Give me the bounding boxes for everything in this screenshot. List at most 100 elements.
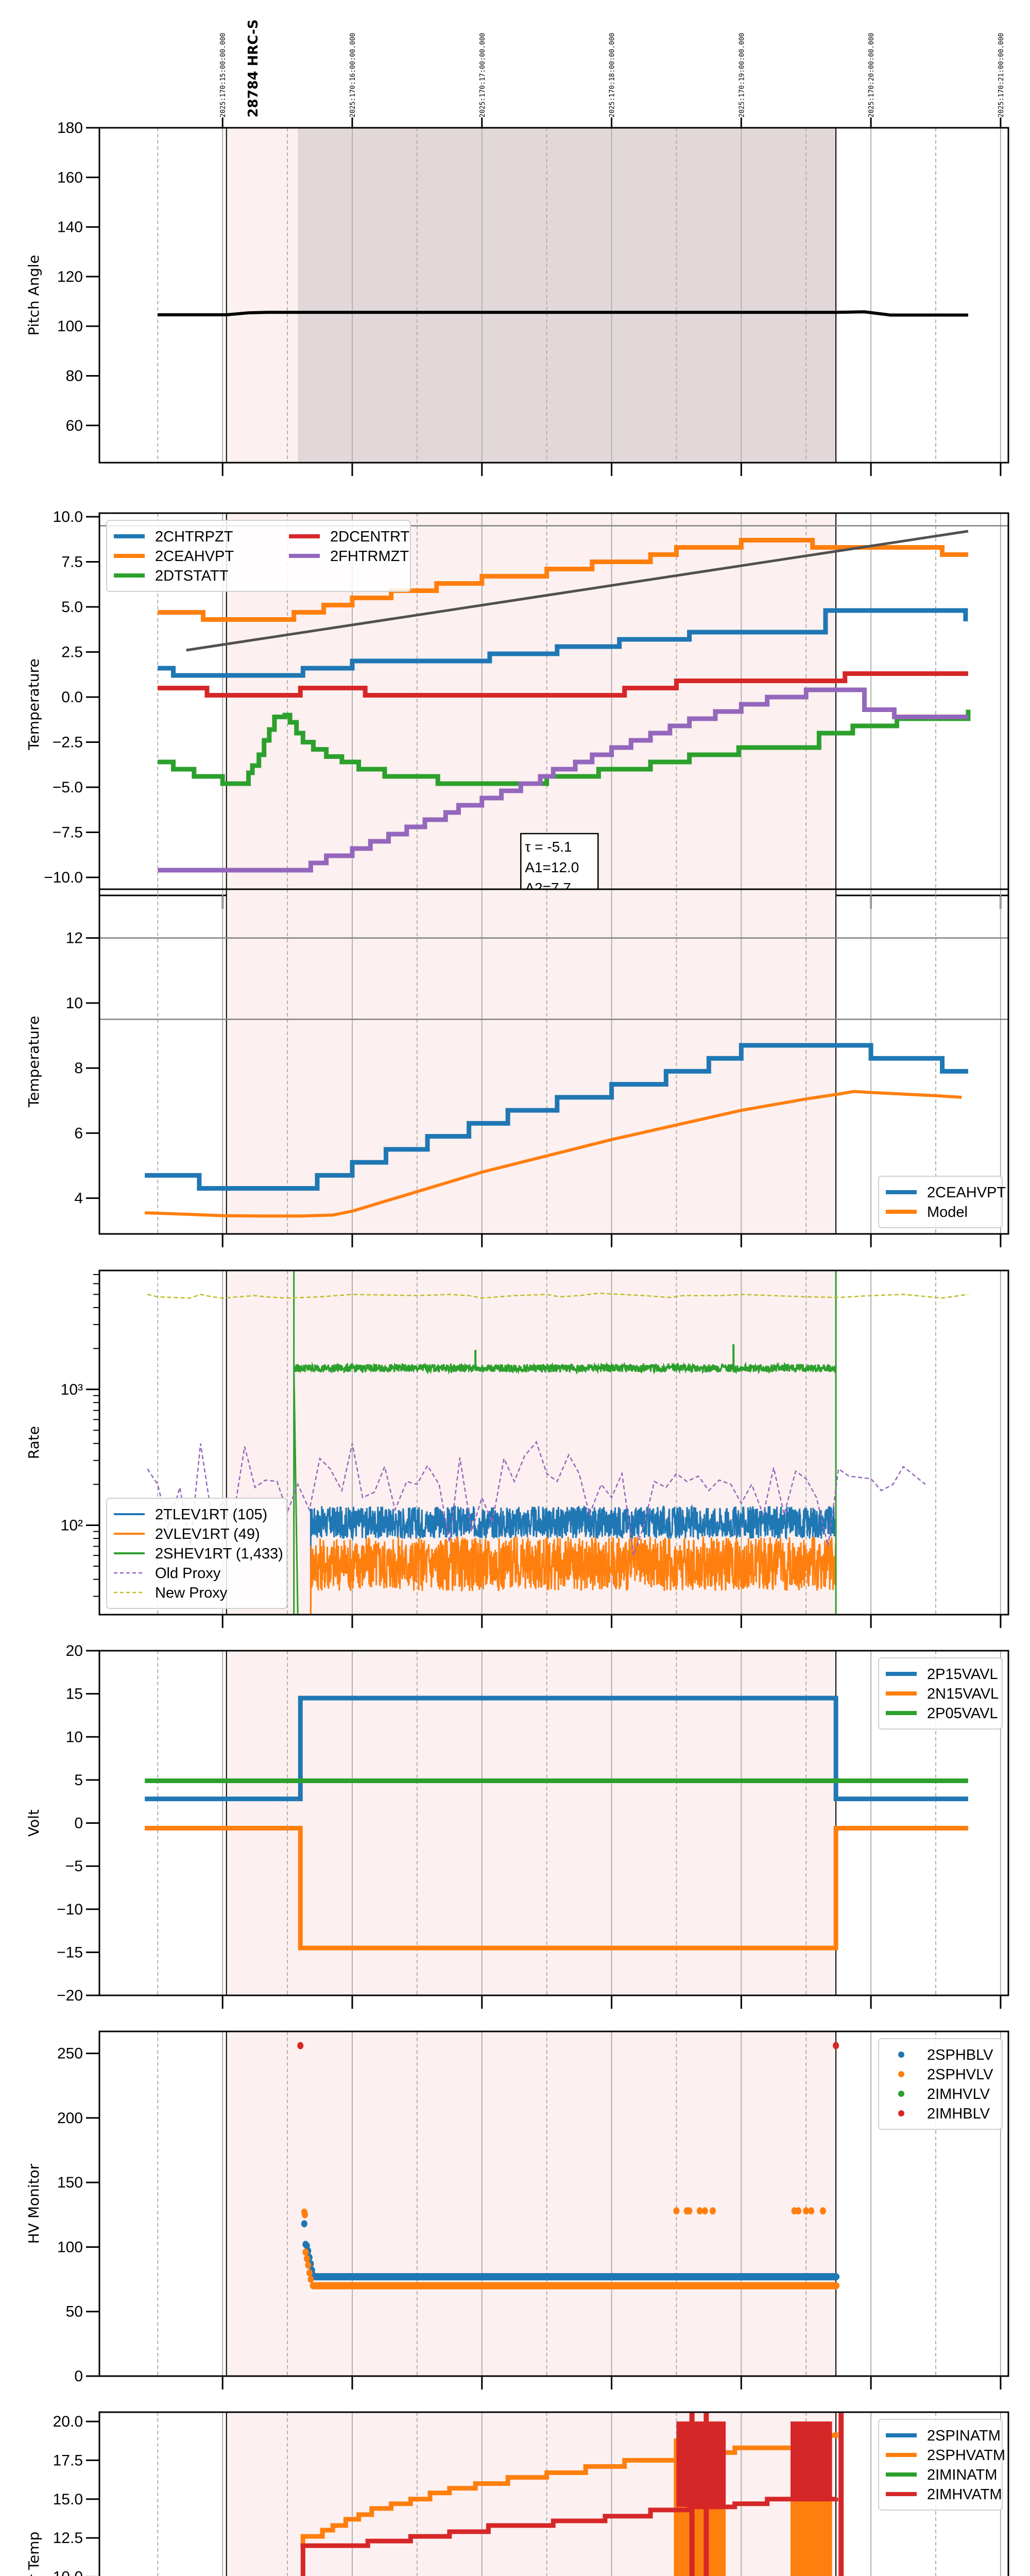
legend-item: 2DTSTATT — [114, 568, 229, 584]
y-tick-label: 0.0 — [61, 689, 83, 706]
y-tick-label: 15.0 — [53, 2491, 83, 2508]
y-tick-label: 180 — [57, 120, 83, 137]
series-line — [293, 1270, 837, 1615]
y-axis-label: Temperature — [25, 1016, 42, 1108]
y-tick-label: 6 — [74, 1125, 83, 1142]
y-tick-label: 160 — [57, 169, 83, 186]
top-time-label: 2025:170:20:00:00.000 — [868, 33, 876, 117]
panel-voltage: −20−15−10−505101520Volt2P15VAVL2N15VAVL2… — [25, 1642, 1009, 2009]
y-tick-label: 150 — [57, 2174, 83, 2191]
axes-frame — [98, 1269, 1009, 1616]
y-tick-label: −20 — [57, 1987, 83, 2004]
series-2dcentrt — [158, 671, 968, 698]
data-point — [673, 2207, 680, 2215]
legend-label: 2VLEV1RT (49) — [155, 1526, 260, 1543]
data-point — [833, 2042, 839, 2049]
legend-label: 2IMHVLV — [927, 2086, 990, 2103]
series-2ceahvpt — [145, 1043, 968, 1191]
legend-label: Model — [927, 1204, 968, 1221]
y-axis-label: Detector Temp — [25, 2532, 42, 2576]
series-line — [310, 1536, 837, 1615]
series-fit — [186, 530, 969, 652]
plot-area — [99, 513, 1008, 895]
legend-item: 2SPHVATM — [886, 2447, 1005, 2464]
legend-item: 2CHTRPZT — [114, 529, 233, 545]
legend-label: 2P05VAVL — [927, 1705, 998, 1722]
y-tick-label: 80 — [66, 367, 83, 384]
y-tick-label: −15 — [57, 1944, 83, 1961]
legend-box — [106, 1498, 287, 1609]
legend-label: 2SPINATM — [927, 2428, 1001, 2444]
legend-label: 2SPHVATM — [927, 2447, 1005, 2464]
legend-item: 2SPHBLV — [898, 2047, 993, 2063]
series-line — [186, 530, 969, 652]
series-line — [147, 1292, 969, 1299]
axes-frame — [98, 2030, 1009, 2377]
top-time-labels: 2025:170:15:00:00.000 2025:170:16:00:00.0… — [219, 33, 1005, 117]
data-point — [303, 2255, 310, 2262]
panel-temperature: −10.0 −7.5 −5.0 −2.5 0.0 2.5 5.0 7.5 10.0 Tempera… — [25, 509, 1009, 909]
series-line — [145, 1090, 962, 1218]
y-tick-label: 10.0 — [53, 2568, 83, 2576]
data-point — [302, 2211, 308, 2218]
series-line — [158, 538, 968, 622]
burst-block — [791, 2421, 832, 2499]
panel-ceahvpt-model: 4 6 8 10 12 Temperature 2CEAHVPT Model — [25, 888, 1009, 1247]
y-tick-label: −2.5 — [53, 734, 83, 751]
series-line — [300, 2497, 838, 2576]
y-tick-label: 5.0 — [61, 599, 83, 616]
series-line — [158, 687, 968, 873]
data-point — [302, 2248, 309, 2256]
legend-item: 2SHEV1RT (1,433) — [114, 1546, 283, 1562]
series-model — [145, 1090, 962, 1218]
legend-item: 2SPINATM — [886, 2428, 1001, 2444]
legend-marker — [898, 2052, 904, 2058]
y-tick-label: 17.5 — [53, 2452, 83, 2469]
legend-label: 2N15VAVL — [927, 1686, 999, 1702]
series-2shev1rt-1-433- — [293, 1270, 837, 1615]
legend: 2CEAHVPT Model — [878, 1176, 1006, 1228]
y-tick-label: 100 — [57, 318, 83, 335]
data-point — [709, 2207, 716, 2215]
legend-item: 2IMHVATM — [886, 2486, 1002, 2503]
series-2dtstatt — [158, 709, 971, 786]
top-time-label: 2025:170:16:00:00.000 — [349, 33, 357, 117]
series-2ceahvpt — [158, 538, 968, 622]
y-tick-label: 10³ — [61, 1381, 83, 1398]
observation-window-shade — [226, 1651, 836, 1995]
series-line — [147, 1440, 926, 1556]
series-2fhtrmzt — [158, 687, 968, 873]
legend-label: Old Proxy — [155, 1565, 221, 1582]
y-tick-label: 140 — [57, 219, 83, 236]
data-point — [701, 2207, 708, 2215]
legend-item: 2DCENTRT — [289, 529, 409, 545]
legend-item: 2IMHBLV — [898, 2106, 990, 2122]
legend-label: 2IMINATM — [927, 2467, 997, 2483]
series-2n15vavl — [145, 1826, 968, 1951]
y-tick-label: 15 — [66, 1686, 83, 1703]
plot-area — [157, 2412, 1001, 2576]
legend-box — [878, 1176, 1003, 1228]
plot-area — [145, 1651, 1001, 1995]
data-point — [306, 2269, 313, 2277]
grey-window-shade — [298, 128, 836, 463]
legend-item: 2N15VAVL — [886, 1686, 999, 1702]
y-axis-label: HV Monitor — [25, 2163, 42, 2244]
legend: 2CHTRPZT 2CEAHVPT 2DTSTATT 2DCENTRT 2FHTRMZT — [106, 520, 411, 592]
legend-label: 2TLEV1RT (105) — [155, 1506, 267, 1523]
legend-marker — [898, 2071, 904, 2077]
series-old-proxy — [147, 1440, 926, 1556]
y-tick-label: 60 — [66, 417, 83, 434]
data-point — [297, 2042, 304, 2049]
plot-area — [157, 2031, 1001, 2376]
legend-item: Old Proxy — [114, 1565, 221, 1582]
legend-item: 2P05VAVL — [886, 1705, 998, 1722]
legend-label: 2IMHBLV — [927, 2106, 990, 2122]
observation-title: 28784 HRC-S — [246, 20, 261, 117]
legend-marker — [898, 2110, 904, 2116]
legend-item: 2CEAHVPT — [114, 548, 234, 565]
y-tick-label: −7.5 — [53, 824, 83, 841]
legend-box — [878, 2038, 1003, 2130]
